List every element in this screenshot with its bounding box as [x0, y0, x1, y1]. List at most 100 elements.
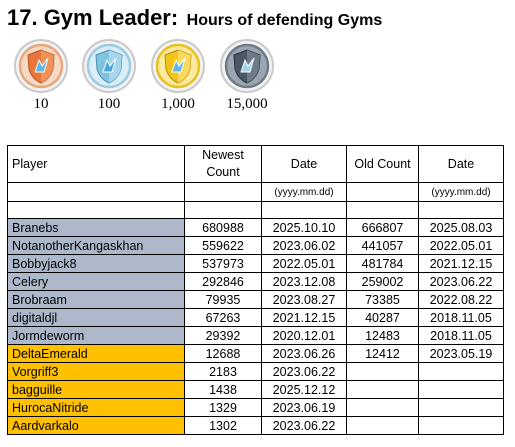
player-name: digitaldjl — [7, 308, 185, 327]
table-row: bagguille 1438 2025.12.12 — [7, 380, 504, 399]
format-cell-empty — [7, 182, 185, 202]
newest-count: 537973 — [184, 254, 262, 273]
table-row: Aardvarkalo 1302 2023.06.22 — [7, 416, 504, 435]
gold-medal-icon — [151, 39, 205, 93]
player-name: Aardvarkalo — [7, 416, 185, 435]
old-date: 2022.05.01 — [418, 236, 504, 255]
table-row: Jormdeworm 29392 2020.12.01 12483 2018.11.05 — [7, 326, 504, 345]
newest-date: 2023.06.26 — [261, 344, 347, 363]
old-count: 73385 — [346, 290, 419, 309]
medal-gold-label: 1,000 — [161, 96, 195, 112]
player-name: Celery — [7, 272, 185, 291]
old-count — [346, 416, 419, 435]
column-header-newest-count: Newest Count — [184, 145, 262, 183]
newest-count: 1329 — [184, 398, 262, 417]
old-count: 441057 — [346, 236, 419, 255]
date-format-hint: (yyyy.mm.dd) — [261, 182, 347, 202]
table-row: Bobbyjack8 537973 2022.05.01 481784 2021.12.… — [7, 254, 504, 273]
table-row: Branebs 680988 2025.10.10 666807 2025.08.03 — [7, 218, 504, 237]
medal-bronze: 10 — [10, 38, 72, 113]
header-row: Player Newest Count Date Old Count Date — [7, 145, 504, 183]
newest-count: 2183 — [184, 362, 262, 381]
player-name: Brobraam — [7, 290, 185, 309]
newest-date: 2020.12.01 — [261, 326, 347, 345]
old-date — [418, 362, 504, 381]
old-date: 2018.11.05 — [418, 308, 504, 327]
newest-date: 2023.06.02 — [261, 236, 347, 255]
old-date: 2023.06.22 — [418, 272, 504, 291]
old-count: 666807 — [346, 218, 419, 237]
old-count — [346, 362, 419, 381]
newest-date: 2023.06.19 — [261, 398, 347, 417]
leaderboard-table: Player Newest Count Date Old Count Date … — [7, 145, 504, 435]
player-name: Branebs — [7, 218, 185, 237]
player-name: HurocaNitride — [7, 398, 185, 417]
newest-date: 2023.08.27 — [261, 290, 347, 309]
spacer-cell — [7, 201, 185, 219]
old-date: 2025.08.03 — [418, 218, 504, 237]
spacer-row — [7, 201, 504, 219]
spacer-cell — [346, 201, 419, 219]
format-cell-empty — [184, 182, 262, 202]
old-count: 40287 — [346, 308, 419, 327]
medal-silver: 100 — [78, 38, 140, 113]
spacer-cell — [418, 201, 504, 219]
medal-platinum: 15,000 — [216, 38, 278, 113]
newest-count: 559622 — [184, 236, 262, 255]
old-date: 2018.11.05 — [418, 326, 504, 345]
newest-date: 2023.12.08 — [261, 272, 347, 291]
old-count: 481784 — [346, 254, 419, 273]
table-row: NotanotherKangaskhan 559622 2023.06.02 4410… — [7, 236, 504, 255]
table-row: Celery 292846 2023.12.08 259002 2023.06.22 — [7, 272, 504, 291]
table-row: DeltaEmerald 12688 2023.06.26 12412 2023.05.… — [7, 344, 504, 363]
column-header-old-count: Old Count — [346, 145, 419, 183]
newest-date: 2022.05.01 — [261, 254, 347, 273]
old-count — [346, 398, 419, 417]
old-count: 12483 — [346, 326, 419, 345]
newest-date: 2025.12.12 — [261, 380, 347, 399]
table-row: Vorgriff3 2183 2023.06.22 — [7, 362, 504, 381]
spacer-cell — [184, 201, 262, 219]
player-name: NotanotherKangaskhan — [7, 236, 185, 255]
date-format-row: (yyyy.mm.dd) (yyyy.mm.dd) — [7, 182, 504, 202]
date-format-hint: (yyyy.mm.dd) — [418, 182, 504, 202]
newest-count: 680988 — [184, 218, 262, 237]
newest-count: 1302 — [184, 416, 262, 435]
old-date — [418, 398, 504, 417]
old-count: 259002 — [346, 272, 419, 291]
newest-date: 2021.12.15 — [261, 308, 347, 327]
old-date — [418, 416, 504, 435]
title-main: 17. Gym Leader: — [7, 5, 179, 30]
old-count — [346, 380, 419, 399]
table-row: HurocaNitride 1329 2023.06.19 — [7, 398, 504, 417]
silver-medal-icon — [82, 39, 136, 93]
old-date: 2021.12.15 — [418, 254, 504, 273]
medal-bronze-label: 10 — [33, 96, 49, 112]
newest-count: 12688 — [184, 344, 262, 363]
column-header-date-newest: Date — [261, 145, 347, 183]
newest-date: 2025.10.10 — [261, 218, 347, 237]
player-name: Bobbyjack8 — [7, 254, 185, 273]
newest-count: 1438 — [184, 380, 262, 399]
medal-silver-label: 100 — [97, 96, 121, 112]
newest-count: 29392 — [184, 326, 262, 345]
newest-count: 79935 — [184, 290, 262, 309]
bronze-medal-icon — [14, 39, 68, 93]
player-name: Jormdeworm — [7, 326, 185, 345]
format-cell-empty — [346, 182, 419, 202]
column-header-player: Player — [7, 145, 185, 183]
newest-date: 2023.06.22 — [261, 362, 347, 381]
player-name: DeltaEmerald — [7, 344, 185, 363]
newest-count: 292846 — [184, 272, 262, 291]
player-name: Vorgriff3 — [7, 362, 185, 381]
old-count: 12412 — [346, 344, 419, 363]
old-date — [418, 380, 504, 399]
medal-platinum-label: 15,000 — [226, 96, 268, 112]
spacer-cell — [261, 201, 347, 219]
page-title: 17. Gym Leader: Hours of defending Gyms — [7, 5, 382, 31]
medal-gold: 1,000 — [147, 38, 209, 113]
newest-date: 2023.06.22 — [261, 416, 347, 435]
table-row: Brobraam 79935 2023.08.27 73385 2022.08.22 — [7, 290, 504, 309]
player-name: bagguille — [7, 380, 185, 399]
column-header-date-old: Date — [418, 145, 504, 183]
